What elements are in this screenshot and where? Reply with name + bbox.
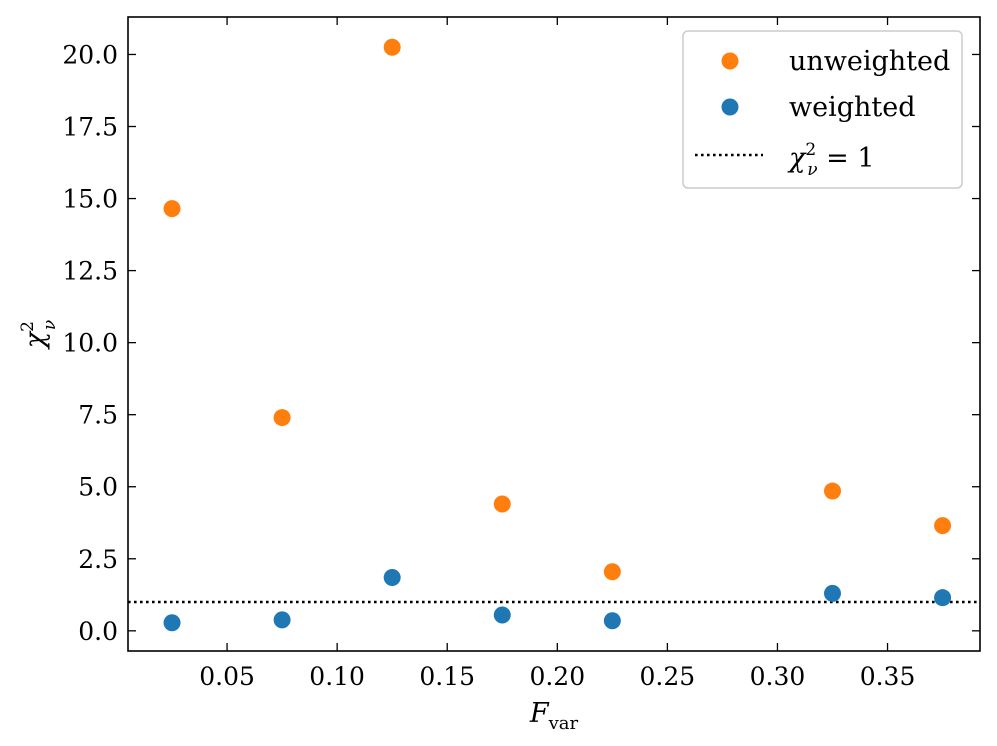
ticks-layer: 0.05 0.10 0.15 0.20 0.25 0.30 0.35 0.0 2.5 5.0 7.5…	[62, 17, 980, 691]
legend-box	[682, 30, 963, 189]
point-weighted	[603, 612, 621, 630]
y-tick-label: 20.0	[62, 40, 118, 69]
svg-text:χ2ν: χ2 ν	[18, 320, 60, 351]
legend-marker-unweighted	[721, 52, 739, 70]
x-tick-label: 0.20	[529, 662, 585, 691]
y-axis-label: χ2 ν	[18, 320, 60, 351]
y-tick-label: 15.0	[62, 185, 118, 214]
y-tick-label: 10.0	[62, 329, 118, 358]
x-tick-label: 0.25	[640, 662, 696, 691]
point-unweighted	[603, 563, 621, 581]
y-tick-label: 7.5	[78, 401, 118, 430]
point-unweighted	[273, 409, 291, 427]
legend-label-unweighted: unweighted	[789, 46, 950, 77]
y-tick-label: 5.0	[78, 473, 118, 502]
y-tick-label: 2.5	[78, 545, 118, 574]
legend-marker-weighted	[721, 98, 739, 116]
x-tick-label: 0.15	[419, 662, 475, 691]
x-tick-label: 0.10	[309, 662, 365, 691]
point-weighted	[273, 611, 291, 629]
point-weighted	[934, 589, 952, 607]
plot-frame	[127, 16, 981, 652]
x-axis-label: Fvar	[529, 698, 579, 734]
point-unweighted	[493, 495, 511, 513]
point-unweighted	[383, 38, 401, 56]
x-tick-label: 0.30	[750, 662, 806, 691]
series-unweighted	[163, 38, 952, 581]
point-weighted	[163, 614, 181, 632]
point-weighted	[383, 569, 401, 587]
point-unweighted	[823, 482, 841, 500]
y-tick-label: 12.5	[62, 257, 118, 286]
series-weighted	[163, 569, 952, 632]
y-tick-label: 0.0	[78, 617, 118, 646]
legend-label-reference: χ2 ν = 1	[787, 140, 875, 180]
y-tick-label: 17.5	[62, 113, 118, 142]
legend-label-weighted: weighted	[789, 92, 916, 123]
point-unweighted	[163, 200, 181, 218]
point-weighted	[823, 584, 841, 602]
point-weighted	[493, 606, 511, 624]
x-tick-label: 0.05	[199, 662, 255, 691]
legend: unweighted weighted χ2 ν = 1	[682, 30, 963, 189]
points-layer	[163, 38, 952, 632]
x-tick-label: 0.35	[860, 662, 916, 691]
point-unweighted	[934, 517, 952, 535]
